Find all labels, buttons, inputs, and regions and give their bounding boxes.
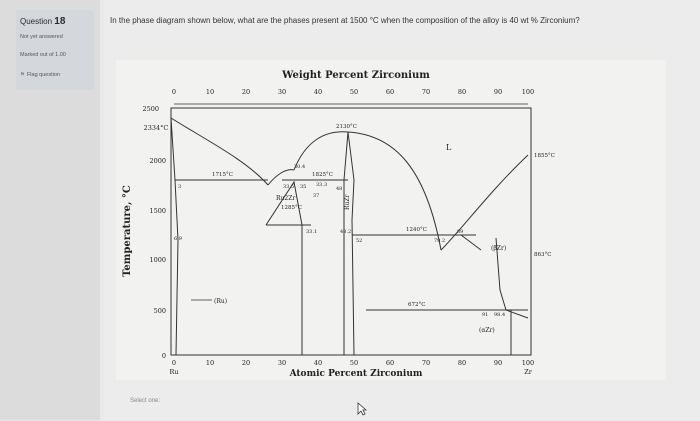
plot-frame: [170, 107, 532, 356]
top-tick: 30: [278, 88, 286, 96]
top-axis-ticks: 0 10 20 30 40 50 60 70 80 90 100: [172, 88, 534, 96]
top-tick: 10: [206, 88, 214, 96]
question-info-panel: Question 18 Not yet answered Marked out …: [16, 10, 94, 90]
ruzr-label: RuZr: [344, 194, 351, 210]
bottom-tick: 80: [458, 359, 466, 367]
t-2130-label: 2130°C: [336, 124, 357, 130]
comp-37-label: 37: [313, 193, 319, 199]
bottom-tick: 50: [350, 359, 358, 367]
ruzr-liquidus-left: [293, 131, 349, 171]
zr-element-label: Zr: [524, 368, 533, 376]
zr-liquidus: [440, 154, 529, 251]
ru-melting-point-label: 2334°C: [144, 124, 169, 132]
comp-98-4-label: 98.4: [494, 312, 505, 318]
alpha-zr-label: (αZr): [479, 327, 495, 334]
bottom-axis-title: Atomic Percent Zirconium: [289, 369, 423, 379]
t-863-label: 863°C: [534, 252, 551, 258]
question-text: In the phase diagram shown below, what a…: [110, 16, 580, 25]
ru-element-label: Ru: [169, 368, 178, 376]
phase-diagram: Weight Percent Zirconium 0 10 20 30 40 5…: [116, 60, 666, 380]
mouse-cursor-icon: [357, 402, 368, 421]
phase-diagram-svg: Weight Percent Zirconium 0 10 20 30 40 5…: [122, 70, 555, 379]
top-tick: 80: [458, 88, 466, 96]
comp-33-3-label: 33.3: [316, 182, 327, 188]
t-1285-label: 1285°C: [281, 205, 302, 211]
select-one-prompt: Select one:: [130, 398, 161, 404]
phase-boundaries: [170, 117, 529, 356]
bottom-tick: 30: [278, 359, 286, 367]
y-tick: 1500: [149, 207, 166, 215]
question-status: Not yet answered: [20, 34, 63, 40]
top-tick: 60: [386, 88, 394, 96]
beta-zr-label: (βZr): [491, 245, 506, 252]
liquid-label: L: [446, 143, 452, 152]
beta-zr-lower-boundary: [495, 237, 529, 319]
ru-phase-label: (Ru): [214, 298, 227, 305]
ruzr-right-boundary: [347, 131, 355, 356]
comp-3-label: 3: [178, 184, 181, 190]
bottom-tick: 20: [242, 359, 250, 367]
bottom-tick: 10: [206, 359, 214, 367]
comp-33-1-label: 33.1: [306, 229, 317, 235]
ru-solvus-line: [170, 117, 179, 356]
t-672-label: 672°C: [408, 302, 425, 308]
top-tick: 100: [522, 88, 534, 96]
y-axis-ticks: 0 500 1000 1500 2000 2500: [142, 105, 166, 360]
comp-6-9-label: 6.9: [174, 236, 182, 242]
comp-48-2-label: 48.2: [340, 229, 351, 235]
question-number-value: 18: [54, 16, 66, 27]
comp-89-label: 89: [457, 229, 463, 235]
top-tick: 50: [350, 88, 358, 96]
zr-melting-point-label: 1855°C: [534, 153, 555, 159]
t-1825-label: 1825°C: [312, 172, 333, 178]
sidebar: Question 18 Not yet answered Marked out …: [0, 0, 100, 420]
ruzr-left-boundary: [343, 131, 349, 355]
y-tick: 1000: [149, 256, 166, 264]
bottom-tick: 60: [386, 359, 394, 367]
ru2zr-liquidus: [267, 169, 295, 186]
y-tick: 0: [162, 352, 166, 360]
comp-79-2-label: 79.2: [434, 238, 445, 244]
composition-labels: 3 6.9 30.4 33.5 33.3 35 37 48 33.1 48.2 …: [174, 164, 505, 318]
bottom-tick: 100: [522, 359, 534, 367]
top-tick: 40: [314, 88, 322, 96]
y-axis-title: Temperature, °C: [122, 185, 133, 277]
comp-48-label: 48: [336, 186, 342, 192]
question-label: Question: [20, 17, 53, 26]
comp-30-4-label: 30.4: [294, 164, 305, 170]
bottom-tick: 90: [494, 359, 502, 367]
flag-icon: ⚑: [20, 72, 25, 78]
question-marks: Marked out of 1.00: [20, 52, 66, 58]
top-tick: 20: [242, 88, 250, 96]
top-axis-title: Weight Percent Zirconium: [281, 70, 430, 81]
ruzr-liquidus-right: [347, 131, 442, 251]
flag-question-link[interactable]: ⚑ Flag question: [20, 72, 60, 78]
y-tick: 2500: [142, 105, 159, 113]
y-tick: 2000: [149, 157, 166, 165]
question-content: In the phase diagram shown below, what a…: [104, 0, 700, 420]
ru2zr-phase-field: [265, 180, 303, 226]
comp-52-label: 52: [356, 238, 362, 244]
bottom-tick: 40: [314, 359, 322, 367]
comp-33-5-label: 33.5: [283, 184, 294, 190]
bottom-tick: 70: [422, 359, 430, 367]
bottom-tick: 0: [172, 359, 176, 367]
y-tick: 500: [154, 307, 166, 315]
comp-91-label: 91: [482, 312, 488, 318]
question-number: Question 18: [20, 16, 65, 27]
ru-liquidus-line: [170, 117, 269, 186]
ru2zr-label: Ru2Zr: [276, 195, 295, 202]
beta-zr-solvus: [460, 234, 482, 251]
t-1715-label: 1715°C: [212, 172, 233, 178]
phase-labels: L 2130°C 1715°C 1825°C 1285°C 1240°C 185…: [191, 124, 555, 334]
t-1240-label: 1240°C: [406, 227, 427, 233]
comp-35-label: 35: [300, 184, 306, 190]
bottom-axis-ticks: 0 10 20 30 40 50 60 70 80 90 100: [172, 359, 534, 367]
top-tick: 0: [172, 88, 176, 96]
flag-question-label: Flag question: [26, 72, 60, 78]
top-tick: 70: [422, 88, 430, 96]
top-tick: 90: [494, 88, 502, 96]
